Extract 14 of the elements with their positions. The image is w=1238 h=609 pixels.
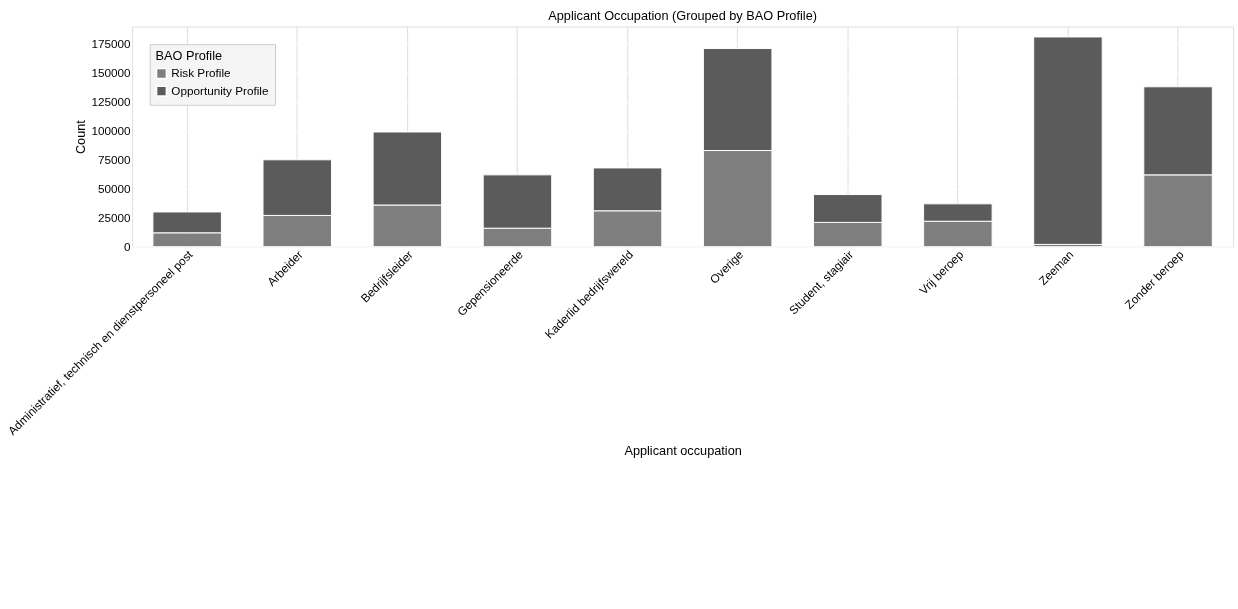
y-tick-label: 150000 xyxy=(91,66,132,80)
legend-title: BAO Profile xyxy=(155,47,223,63)
x-axis-title: Applicant occupation xyxy=(624,442,742,458)
y-tick-label: 0 xyxy=(124,240,132,254)
y-tick-label: 125000 xyxy=(91,95,132,109)
y-tick-label: 175000 xyxy=(91,37,132,51)
chart-title: Applicant Occupation (Grouped by BAO Profile) xyxy=(548,7,817,23)
y-tick-label: 25000 xyxy=(98,211,132,225)
y-tick-label: 75000 xyxy=(98,153,132,167)
legend-label: Risk Profile xyxy=(171,66,231,80)
y-tick-label: 50000 xyxy=(98,182,132,196)
legend-label: Opportunity Profile xyxy=(171,84,269,98)
y-tick-label: 100000 xyxy=(91,124,132,138)
y-axis-title: Count xyxy=(72,119,88,155)
